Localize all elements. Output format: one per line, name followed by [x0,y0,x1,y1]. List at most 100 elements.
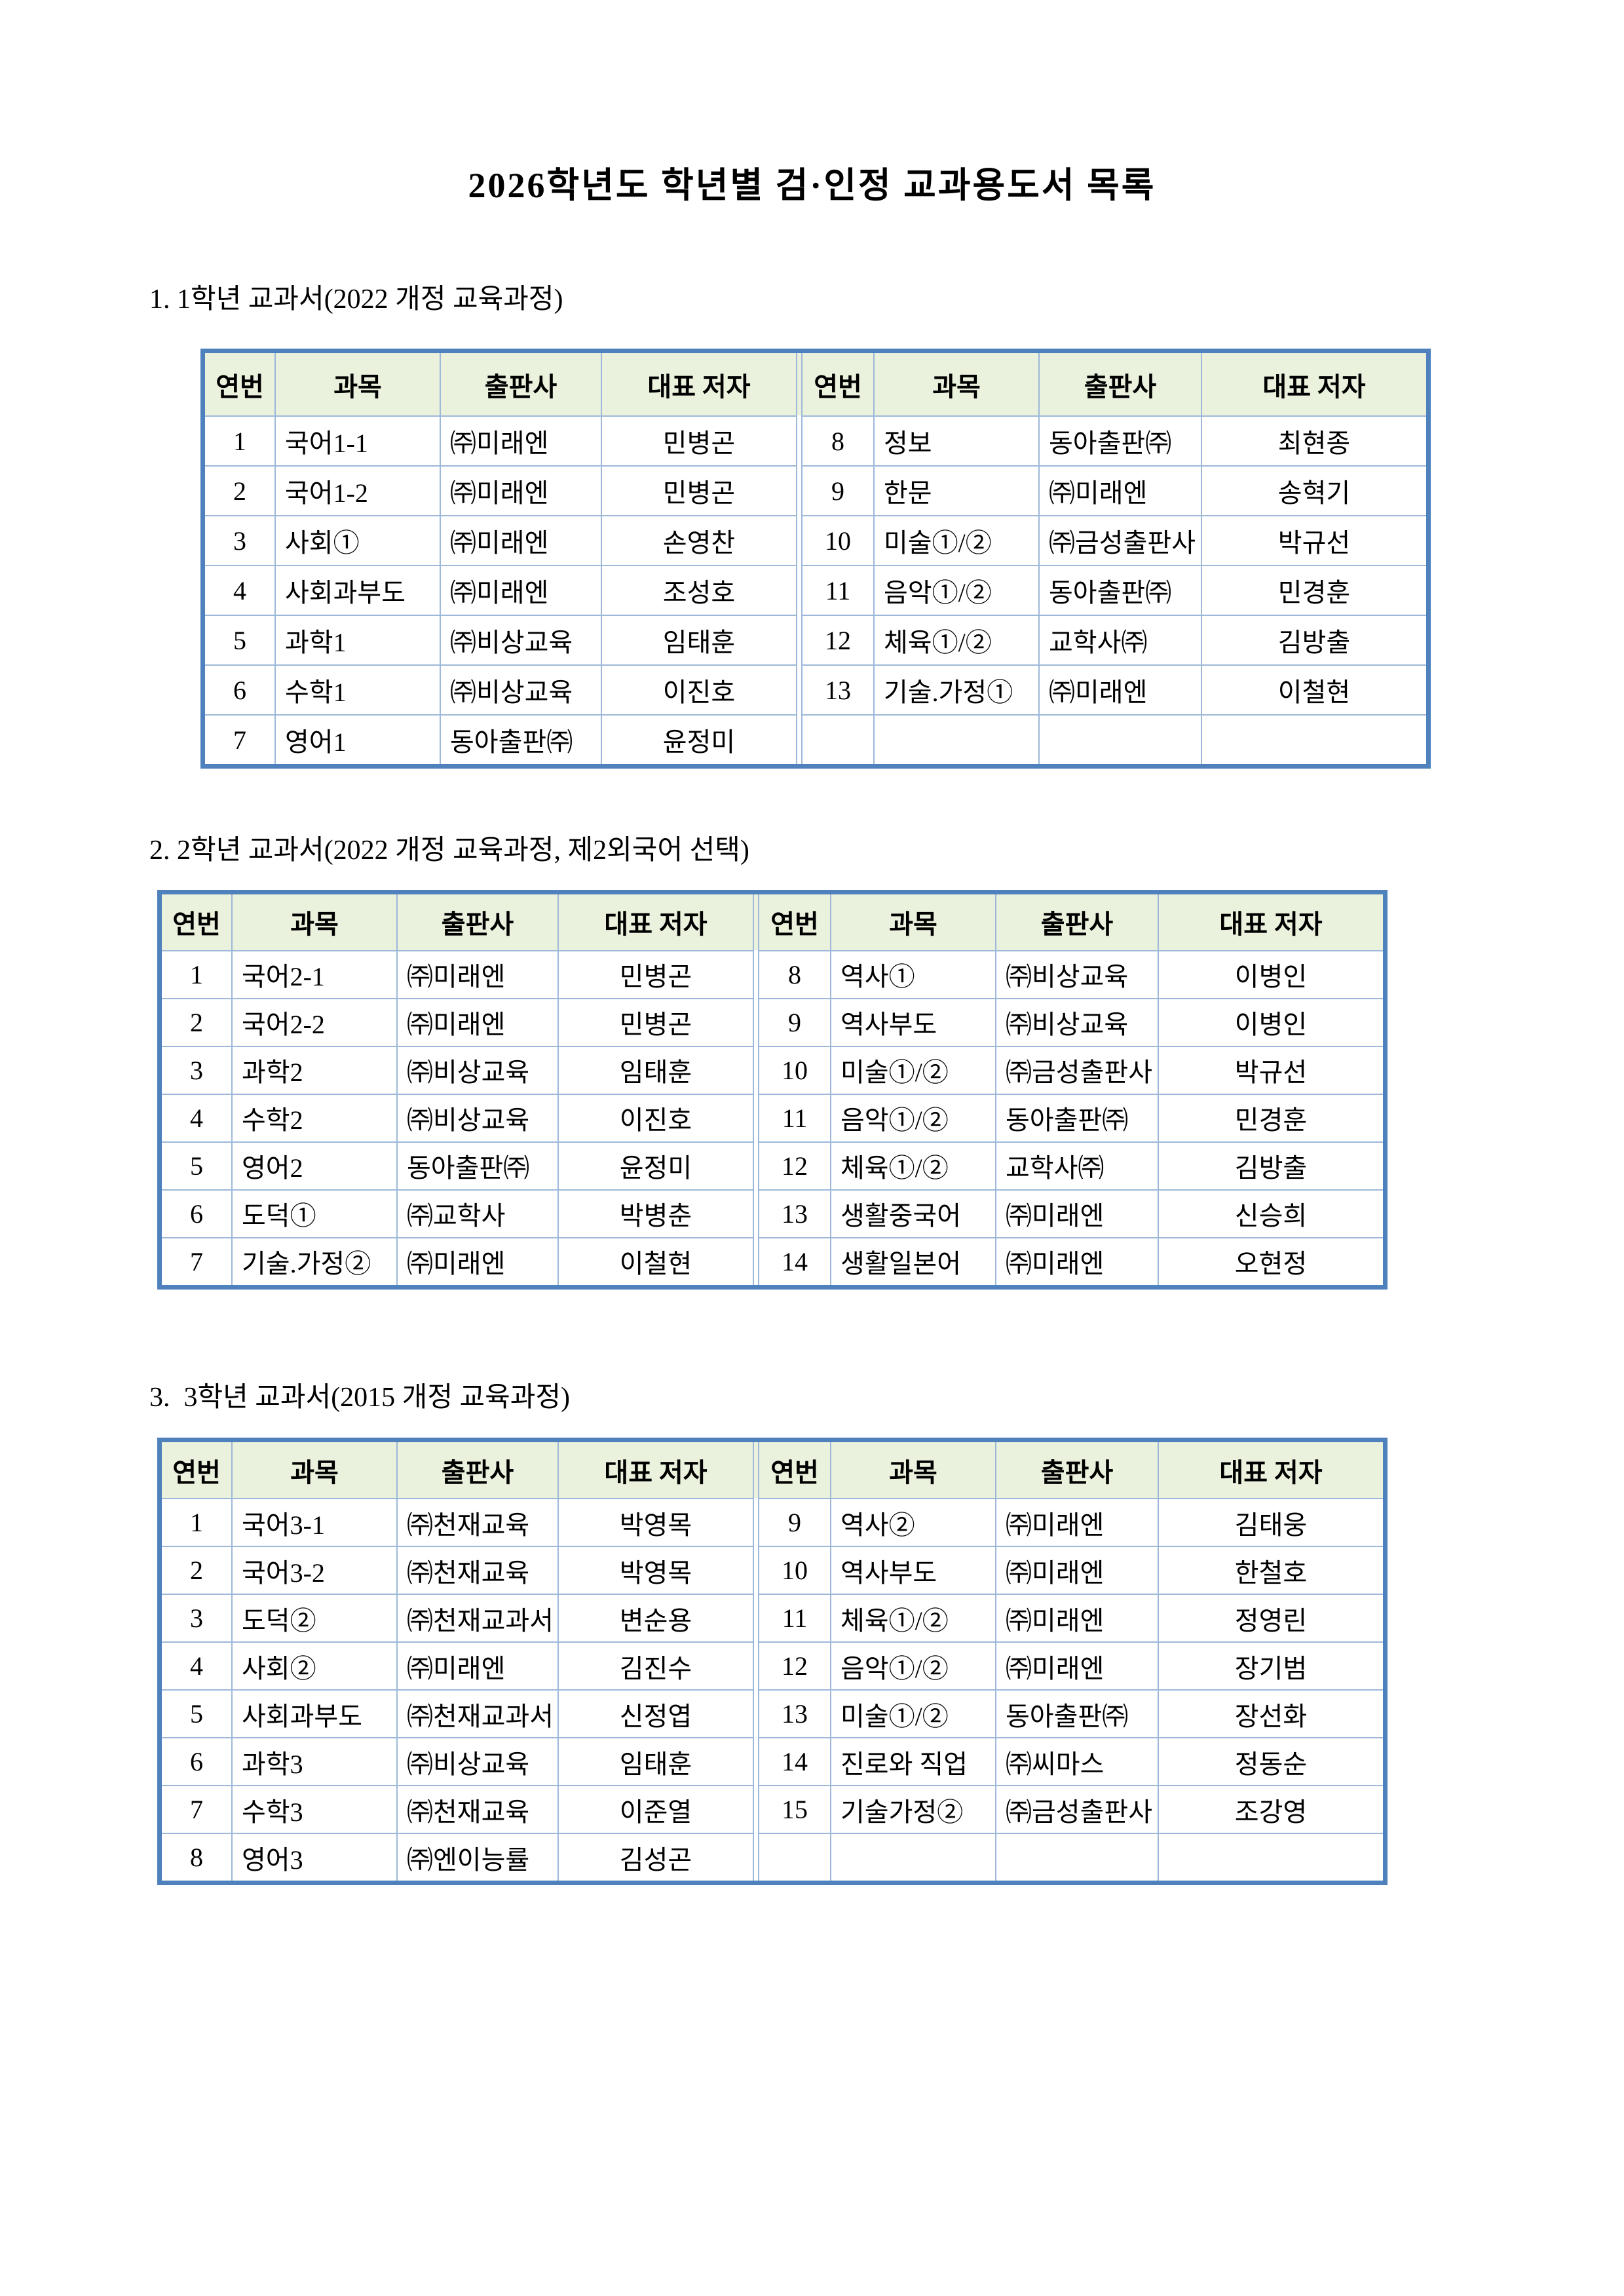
cell-subject: 국어2-1 [231,949,396,998]
cell-subject: 사회과부도 [231,1689,396,1738]
cell-author: 민경훈 [1158,1093,1383,1141]
cell-seq: 5 [162,1141,231,1189]
cell-seq: 4 [162,1641,231,1689]
cell-author: 이진호 [601,664,796,715]
table-half-divider [753,894,759,950]
table-half-divider [753,997,759,1046]
cell-publisher: ㈜미래엔 [1038,465,1201,516]
column-header-publisher: 출판사 [995,894,1158,950]
cell-seq: 1 [162,949,231,998]
cell-subject: 도덕① [231,1189,396,1237]
cell-seq: 10 [803,515,873,565]
textbook-table-grade1: 연번 과목 출판사 대표 저자 연번 과목 출판사 대표 저자 1 국어1-1 ㈜미래엔 민병곤 8 정보… [200,349,1431,769]
cell-subject: 국어3-2 [231,1546,396,1594]
cell-subject: 도덕② [231,1594,396,1642]
cell-seq: 13 [803,664,873,714]
cell-author: 윤정미 [557,1141,753,1189]
cell-subject: 기술.가정① [873,664,1038,715]
column-header-subject: 과목 [830,894,995,950]
cell-seq: 11 [759,1594,830,1641]
cell-publisher: ㈜비상교육 [396,1737,557,1786]
cell-author: 이철현 [557,1236,753,1285]
cell-publisher: ㈜금성출판사 [995,1045,1158,1094]
column-header-seq: 연번 [162,894,231,950]
cell-author: 장기범 [1158,1641,1383,1690]
cell-subject: 역사부도 [830,1546,995,1594]
cell-subject: 음악①/② [830,1093,995,1141]
cell-author: 김태웅 [1158,1498,1383,1546]
cell-publisher: ㈜미래엔 [440,465,601,516]
cell-author: 민병곤 [601,415,796,466]
cell-seq: 3 [162,1594,231,1641]
cell-publisher: ㈜천재교과서 [396,1594,557,1642]
cell-publisher: ㈜비상교육 [995,997,1158,1046]
page-title: 2026학년도 학년별 검·인정 교과용도서 목록 [468,166,1156,205]
cell-seq: 1 [162,1498,231,1546]
table-half-divider [796,465,803,516]
cell-seq: 7 [162,1785,231,1833]
column-header-subject: 과목 [873,353,1038,416]
cell-seq: 12 [759,1641,830,1689]
table-half-divider [796,515,803,565]
table-half-divider [753,1546,759,1594]
section-1-heading: 1. 1학년 교과서(2022 개정 교육과정) [149,284,563,315]
cell-seq: 10 [759,1045,830,1094]
table-half-divider [796,565,803,615]
cell-author: 정동순 [1158,1737,1383,1786]
cell-author: 신정엽 [557,1689,753,1738]
cell-subject: 생활일본어 [830,1236,995,1285]
cell-seq: 2 [162,997,231,1046]
cell-subject: 역사① [830,949,995,998]
cell-publisher: ㈜비상교육 [396,1045,557,1094]
cell-author: 박병춘 [557,1189,753,1237]
cell-publisher: 교학사㈜ [995,1141,1158,1189]
cell-subject: 체육①/② [830,1594,995,1642]
cell-seq: 2 [205,465,274,515]
cell-publisher: ㈜교학사 [396,1189,557,1237]
cell-publisher: 동아출판㈜ [995,1689,1158,1738]
cell-author: 장선화 [1158,1689,1383,1738]
table-half-divider [796,415,803,466]
cell-publisher: ㈜비상교육 [440,664,601,715]
column-header-publisher: 출판사 [396,1442,557,1499]
cell-author [1158,1833,1383,1881]
cell-publisher: ㈜미래엔 [1038,664,1201,715]
cell-author: 민경훈 [1201,565,1426,615]
cell-publisher: ㈜미래엔 [440,565,601,615]
cell-seq: 14 [759,1236,830,1285]
textbook-table-grade2: 연번 과목 출판사 대표 저자 연번 과목 출판사 대표 저자 1 국어2-1 ㈜미래엔 민병곤 8 역사… [157,889,1388,1290]
cell-seq: 2 [162,1546,231,1594]
cell-subject: 기술가정② [830,1785,995,1833]
cell-seq: 4 [162,1093,231,1141]
cell-seq: 13 [759,1689,830,1737]
column-header-subject: 과목 [231,894,396,950]
cell-seq [803,714,873,764]
cell-subject: 미술①/② [873,515,1038,565]
cell-publisher: 동아출판㈜ [440,714,601,765]
cell-publisher: 동아출판㈜ [1038,415,1201,466]
cell-publisher: ㈜미래엔 [396,1236,557,1285]
cell-subject: 역사부도 [830,997,995,1046]
cell-publisher: ㈜금성출판사 [995,1785,1158,1833]
cell-author: 김방출 [1158,1141,1383,1189]
cell-author: 박규선 [1201,515,1426,565]
cell-author: 민병곤 [557,997,753,1046]
cell-subject: 과학3 [231,1737,396,1786]
cell-subject: 체육①/② [873,615,1038,665]
table-half-divider [753,1141,759,1189]
cell-subject: 과학2 [231,1045,396,1094]
cell-publisher: ㈜천재교육 [396,1498,557,1546]
cell-subject: 국어1-1 [274,415,440,466]
cell-publisher: ㈜비상교육 [396,1093,557,1141]
cell-publisher [1038,714,1201,765]
cell-subject: 수학3 [231,1785,396,1833]
cell-seq: 8 [759,949,830,998]
cell-subject: 생활중국어 [830,1189,995,1237]
cell-author: 정영린 [1158,1594,1383,1642]
cell-subject: 수학2 [231,1093,396,1141]
column-header-publisher: 출판사 [995,1442,1158,1499]
cell-subject: 음악①/② [873,565,1038,615]
cell-author: 김방출 [1201,615,1426,665]
section-3-heading: 3. 3학년 교과서(2015 개정 교육과정) [149,1382,571,1413]
